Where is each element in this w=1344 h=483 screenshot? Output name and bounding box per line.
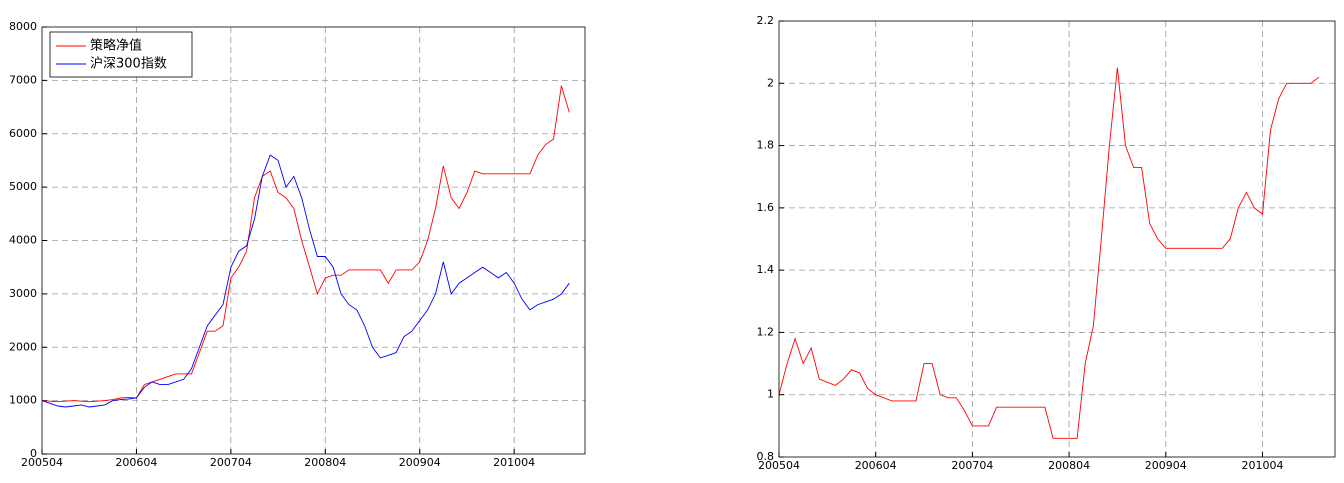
y-tick-label: 7000 [9,73,37,86]
x-tick-label: 200904 [1145,459,1187,472]
axes-box [778,20,1336,458]
series-line [41,85,570,403]
legend-box [49,31,193,78]
x-tick-label: 200604 [855,459,897,472]
y-tick-label: 2 [767,76,774,89]
y-tick-label: 1000 [9,394,37,407]
y-tick-label: 2.2 [757,14,775,27]
x-tick-label: 200604 [115,456,157,469]
x-tick-label: 200504 [21,456,63,469]
series-line [778,67,1320,439]
y-tick-label: 1.6 [757,201,775,214]
y-tick-label: 4000 [9,234,37,247]
y-tick-label: 0.8 [757,450,775,463]
x-tick-label: 200904 [399,456,441,469]
x-tick-label: 200704 [210,456,252,469]
x-tick-label: 201004 [1241,459,1283,472]
y-tick-label: 1.4 [757,263,775,276]
y-tick-label: 1.2 [757,325,775,338]
x-tick-label: 200504 [758,459,800,472]
y-tick-label: 5000 [9,180,37,193]
x-tick-label: 200804 [1048,459,1090,472]
y-tick-label: 3000 [9,287,37,300]
chart: 0 1000 2000 3000 4000 5000 6000 7000 8000 200504 2… [9,20,586,469]
legend-label: 沪深300指数 [90,56,167,72]
legend-label: 策略净值 [90,38,142,54]
x-tick-label: 200804 [304,456,346,469]
y-tick-label: 1 [767,388,774,401]
y-tick-label: 6000 [9,127,37,140]
axes-box [41,26,586,455]
x-tick-label: 201004 [493,456,535,469]
y-tick-label: 2000 [9,340,37,353]
plot-area [779,21,1335,457]
series-line [41,154,570,408]
chart: 0.8 1 1.2 1.4 1.6 1.8 2 2.2 200504 200604 200704 20… [757,14,1336,472]
y-tick-label: 0 [30,447,37,460]
y-tick-label: 1.8 [757,139,775,152]
y-tick-label: 8000 [9,20,37,33]
x-tick-label: 200704 [951,459,993,472]
